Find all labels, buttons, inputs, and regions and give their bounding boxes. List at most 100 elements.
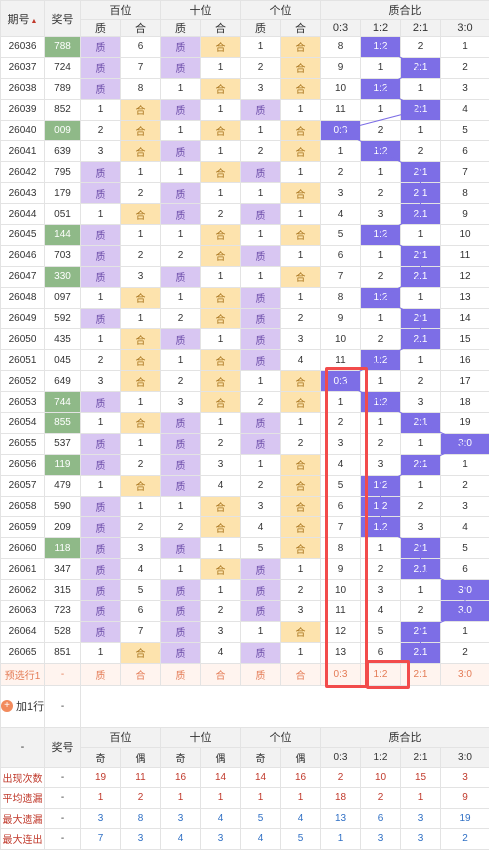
predict-cell-5[interactable]: 合: [280, 662, 321, 686]
prize-number-cell: 097: [44, 286, 81, 309]
stats-dash: -: [44, 787, 81, 809]
ratio-miss-cell: 11: [320, 349, 361, 372]
predict-cell-7[interactable]: 1:2: [360, 662, 401, 686]
issue-header[interactable]: 期号▲: [0, 0, 45, 37]
table-row: 26062 315 质 5 质 1 质 2 10 3 1 3:0: [0, 579, 489, 602]
issue-cell: 26060: [0, 537, 45, 560]
predict-label[interactable]: 预选行1: [0, 662, 45, 686]
composite-cell: 合: [120, 328, 161, 351]
add-row-button[interactable]: + 加1行: [1, 698, 44, 714]
predict-cell-1[interactable]: 合: [120, 662, 161, 686]
composite-cell: 合: [280, 265, 321, 288]
predict-cell-6[interactable]: 0:3: [320, 662, 361, 686]
predict-cell-3[interactable]: 合: [200, 662, 241, 686]
ratio-miss-cell: 19: [440, 412, 489, 434]
miss-cell: 3: [280, 600, 321, 622]
stats-label: 最大遗漏: [0, 807, 45, 830]
composite-cell: 合: [120, 641, 161, 664]
predict-cell-2[interactable]: 质: [160, 662, 201, 686]
ratio-miss-cell: 8: [320, 286, 361, 309]
issue-cell: 26063: [0, 600, 45, 622]
ratio-hit-cell: 2:1: [400, 558, 441, 581]
miss-cell: 3: [200, 453, 241, 476]
prize-number-cell: 528: [44, 620, 81, 643]
table-row: 26045 144 质 1 1 合 1 合 5 1:2 1 10: [0, 224, 489, 246]
prime-cell: 质: [80, 182, 121, 205]
ratio-miss-cell: 10: [320, 77, 361, 100]
ratio-hit-cell: 1:2: [360, 140, 401, 163]
miss-cell: 1: [200, 579, 241, 602]
predict-number: -: [44, 662, 81, 686]
composite-cell: 合: [200, 349, 241, 372]
miss-cell: 1: [160, 286, 201, 309]
ratio-miss-cell: 7: [320, 516, 361, 539]
stats-subheader-1: 偶: [120, 746, 161, 768]
ratio-miss-cell: 2: [440, 56, 489, 79]
prize-number-cell: 045: [44, 349, 81, 372]
ratio-miss-cell: 6: [440, 140, 489, 163]
composite-cell: 合: [280, 391, 321, 414]
sort-icon[interactable]: ▲: [30, 17, 38, 25]
table-row: 26056 119 质 2 质 3 1 合 4 3 2:1 1: [0, 453, 489, 476]
ratio-miss-cell: 18: [440, 391, 489, 414]
composite-cell: 合: [280, 474, 321, 497]
prize-number-cell: 179: [44, 182, 81, 205]
issue-cell: 26050: [0, 328, 45, 351]
prize-number-cell: 724: [44, 56, 81, 79]
table-row: 26063 723 质 6 质 2 质 3 11 4 2 3:0: [0, 600, 489, 622]
table-row: 26059 209 质 2 2 合 4 合 7 1:2 3 4: [0, 516, 489, 539]
composite-cell: 合: [280, 77, 321, 100]
composite-cell: 合: [120, 412, 161, 434]
composite-cell: 合: [120, 474, 161, 497]
prize-number-cell: 315: [44, 579, 81, 602]
predict-cell-8[interactable]: 2:1: [400, 662, 441, 686]
prime-cell: 质: [240, 349, 281, 372]
subheader-8: 2:1: [400, 19, 441, 37]
ratio-miss-cell: 2: [400, 600, 441, 622]
ratio-hit-cell: 1:2: [360, 495, 401, 518]
prime-cell: 质: [160, 432, 201, 455]
prime-cell: 质: [80, 537, 121, 560]
table-row: 26061 347 质 4 1 合质 1 9 2 2:1 6: [0, 558, 489, 581]
subheader-9: 3:0: [440, 19, 489, 37]
miss-cell: 1: [200, 328, 241, 351]
ratio-miss-cell: 3: [400, 391, 441, 414]
prime-cell: 质: [240, 203, 281, 226]
composite-cell: 合: [200, 516, 241, 539]
ratio-miss-cell: 6: [320, 244, 361, 267]
ratio-hit-cell: 0:3: [320, 119, 361, 142]
table-row: 26047 330 质 3 质 1 1 合 7 2 2:1 12: [0, 265, 489, 288]
add-row-cell: + 加1行: [0, 684, 45, 728]
predict-cell-0[interactable]: 质: [80, 662, 121, 686]
ratio-miss-cell: 1: [360, 161, 401, 184]
stats-value: 7: [80, 828, 121, 850]
table-row: 26046 703 质 2 2 合质 1 6 1 2:1 11: [0, 244, 489, 267]
ratio-hit-cell: 2:1: [400, 620, 441, 643]
composite-cell: 合: [280, 119, 321, 142]
table-row: 26044 051 1 合质 2 质 1 4 3 2:1 9: [0, 203, 489, 226]
ratio-miss-cell: 1: [360, 56, 401, 79]
ratio-miss-cell: 5: [440, 119, 489, 142]
subheader-4: 质: [240, 19, 281, 37]
prize-number-cell: 144: [44, 224, 81, 246]
issue-cell: 26043: [0, 182, 45, 205]
miss-cell: 4: [240, 516, 281, 539]
miss-cell: 1: [240, 119, 281, 142]
predict-cell-4[interactable]: 质: [240, 662, 281, 686]
table-row: 26053 744 质 1 3 合 2 合 1 1:2 3 18: [0, 391, 489, 414]
ratio-hit-cell: 2:1: [400, 328, 441, 351]
prize-header: 奖号: [44, 0, 81, 37]
stats-label: 出现次数: [0, 766, 45, 789]
issue-cell: 26062: [0, 579, 45, 602]
predict-cell-9[interactable]: 3:0: [440, 662, 489, 686]
stats-subheader-9: 3:0: [440, 746, 489, 768]
stats-value: 5: [240, 807, 281, 830]
miss-cell: 6: [120, 36, 161, 58]
ratio-hit-cell: 1:2: [360, 349, 401, 372]
miss-cell: 2: [280, 307, 321, 330]
ratio-hit-cell: 3:0: [440, 600, 489, 622]
stats-subheader-4: 奇: [240, 746, 281, 768]
issue-cell: 26041: [0, 140, 45, 163]
stats-subheader-3: 偶: [200, 746, 241, 768]
ratio-hit-cell: 2:1: [400, 98, 441, 121]
